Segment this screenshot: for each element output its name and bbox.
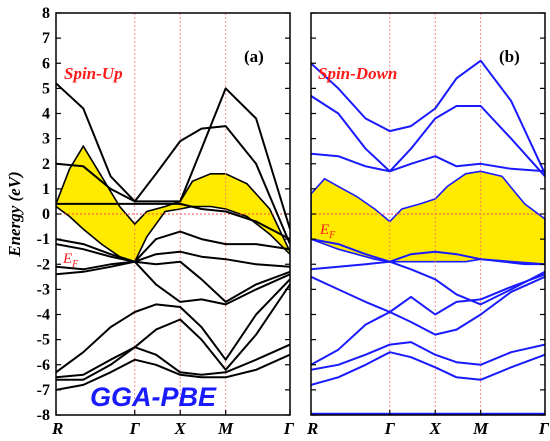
- y-tick-label: -4: [37, 307, 50, 324]
- spin-up-panel: -8 -7 -6 -5 -4 -3 -2 -1 0 1 2 3 4 5 6 7 8 R Γ X M Γ (a) Spin…: [37, 5, 295, 438]
- kpoint-label: M: [472, 419, 489, 438]
- highlighted-band-fill: [311, 170, 545, 266]
- y-tick-label: 0: [42, 206, 50, 223]
- y-tick-label: 1: [42, 181, 50, 198]
- kpoint-label: Γ: [384, 419, 396, 438]
- panel-label: (a): [244, 47, 264, 66]
- y-tick-label: 4: [42, 106, 50, 123]
- band-line: [56, 230, 290, 263]
- y-tick-label: -7: [37, 382, 50, 399]
- highlighted-band: [311, 170, 545, 266]
- band-lines: [56, 82, 290, 391]
- kpoint-label: Γ: [538, 419, 550, 438]
- y-tick-label: -8: [37, 407, 50, 424]
- band-line: [56, 260, 290, 306]
- kpoint-label: X: [429, 419, 442, 438]
- guide-lines: [311, 13, 545, 415]
- kpoint-label: Γ: [129, 419, 141, 438]
- band-line: [311, 152, 545, 173]
- band-line: [311, 275, 545, 366]
- band-line: [56, 353, 290, 391]
- y-tick-label: -2: [37, 256, 50, 273]
- y-tick-label: -6: [37, 357, 50, 374]
- band-line: [56, 82, 290, 230]
- fermi-label: EF: [62, 251, 79, 270]
- kpoint-label: R: [51, 419, 63, 438]
- y-ticks: [311, 12, 545, 416]
- kpoint-label: X: [174, 419, 187, 438]
- y-tick-label: 7: [42, 30, 50, 47]
- y-tick-label: 2: [42, 156, 50, 173]
- y-ticks: -8 -7 -6 -5 -4 -3 -2 -1 0 1 2 3 4 5 6 7 8: [37, 5, 290, 424]
- band-lines: [311, 59, 545, 415]
- band-line: [56, 243, 290, 268]
- band-line: [56, 125, 290, 245]
- y-tick-label: 5: [42, 80, 50, 97]
- y-tick-label: 3: [42, 131, 50, 148]
- y-tick-label: 6: [42, 55, 50, 72]
- y-tick-label: -1: [37, 231, 50, 248]
- spin-down-panel: R Γ X M Γ (b) Spin-Down EF: [306, 12, 550, 438]
- band-line: [311, 341, 545, 371]
- band-line: [311, 95, 545, 177]
- kpoint-label: M: [217, 419, 234, 438]
- y-axis-label: Energy (eV): [5, 171, 24, 257]
- band-line: [56, 343, 290, 381]
- guide-lines: [56, 13, 290, 415]
- band-line: [311, 238, 545, 266]
- band-line: [56, 278, 290, 374]
- y-tick-label: 8: [42, 5, 50, 22]
- spin-label: Spin-Down: [318, 64, 397, 83]
- method-label: GGA-PBE: [90, 382, 217, 412]
- panel-label: (b): [499, 47, 520, 66]
- band-line: [56, 283, 290, 379]
- spin-label: Spin-Up: [64, 64, 123, 83]
- fermi-label: EF: [319, 222, 336, 241]
- band-line: [56, 260, 290, 303]
- y-tick-label: -3: [37, 281, 50, 298]
- band-line: [311, 260, 545, 306]
- band-line: [311, 273, 545, 316]
- y-tick-label: -5: [37, 332, 50, 349]
- band-line: [56, 202, 290, 240]
- band-line: [311, 59, 545, 175]
- kpoint-label: R: [306, 419, 318, 438]
- kpoint-label: Γ: [283, 419, 295, 438]
- band-line: [311, 351, 545, 386]
